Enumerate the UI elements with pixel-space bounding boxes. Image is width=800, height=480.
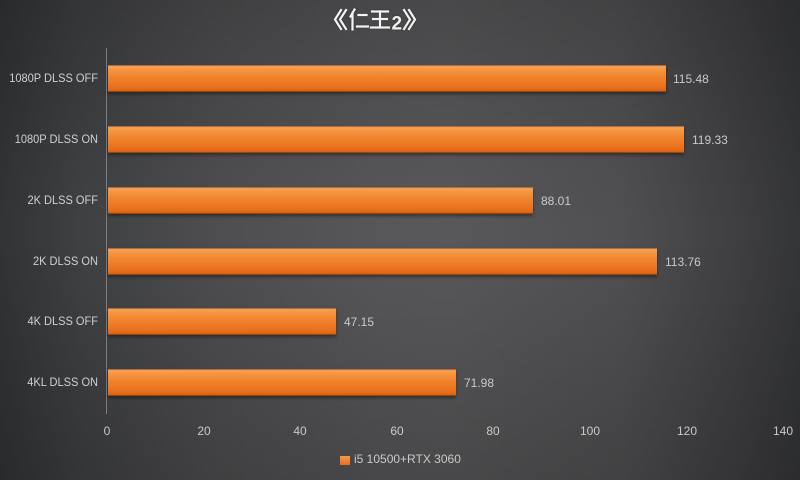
- svg-text:2: 2: [392, 14, 403, 35]
